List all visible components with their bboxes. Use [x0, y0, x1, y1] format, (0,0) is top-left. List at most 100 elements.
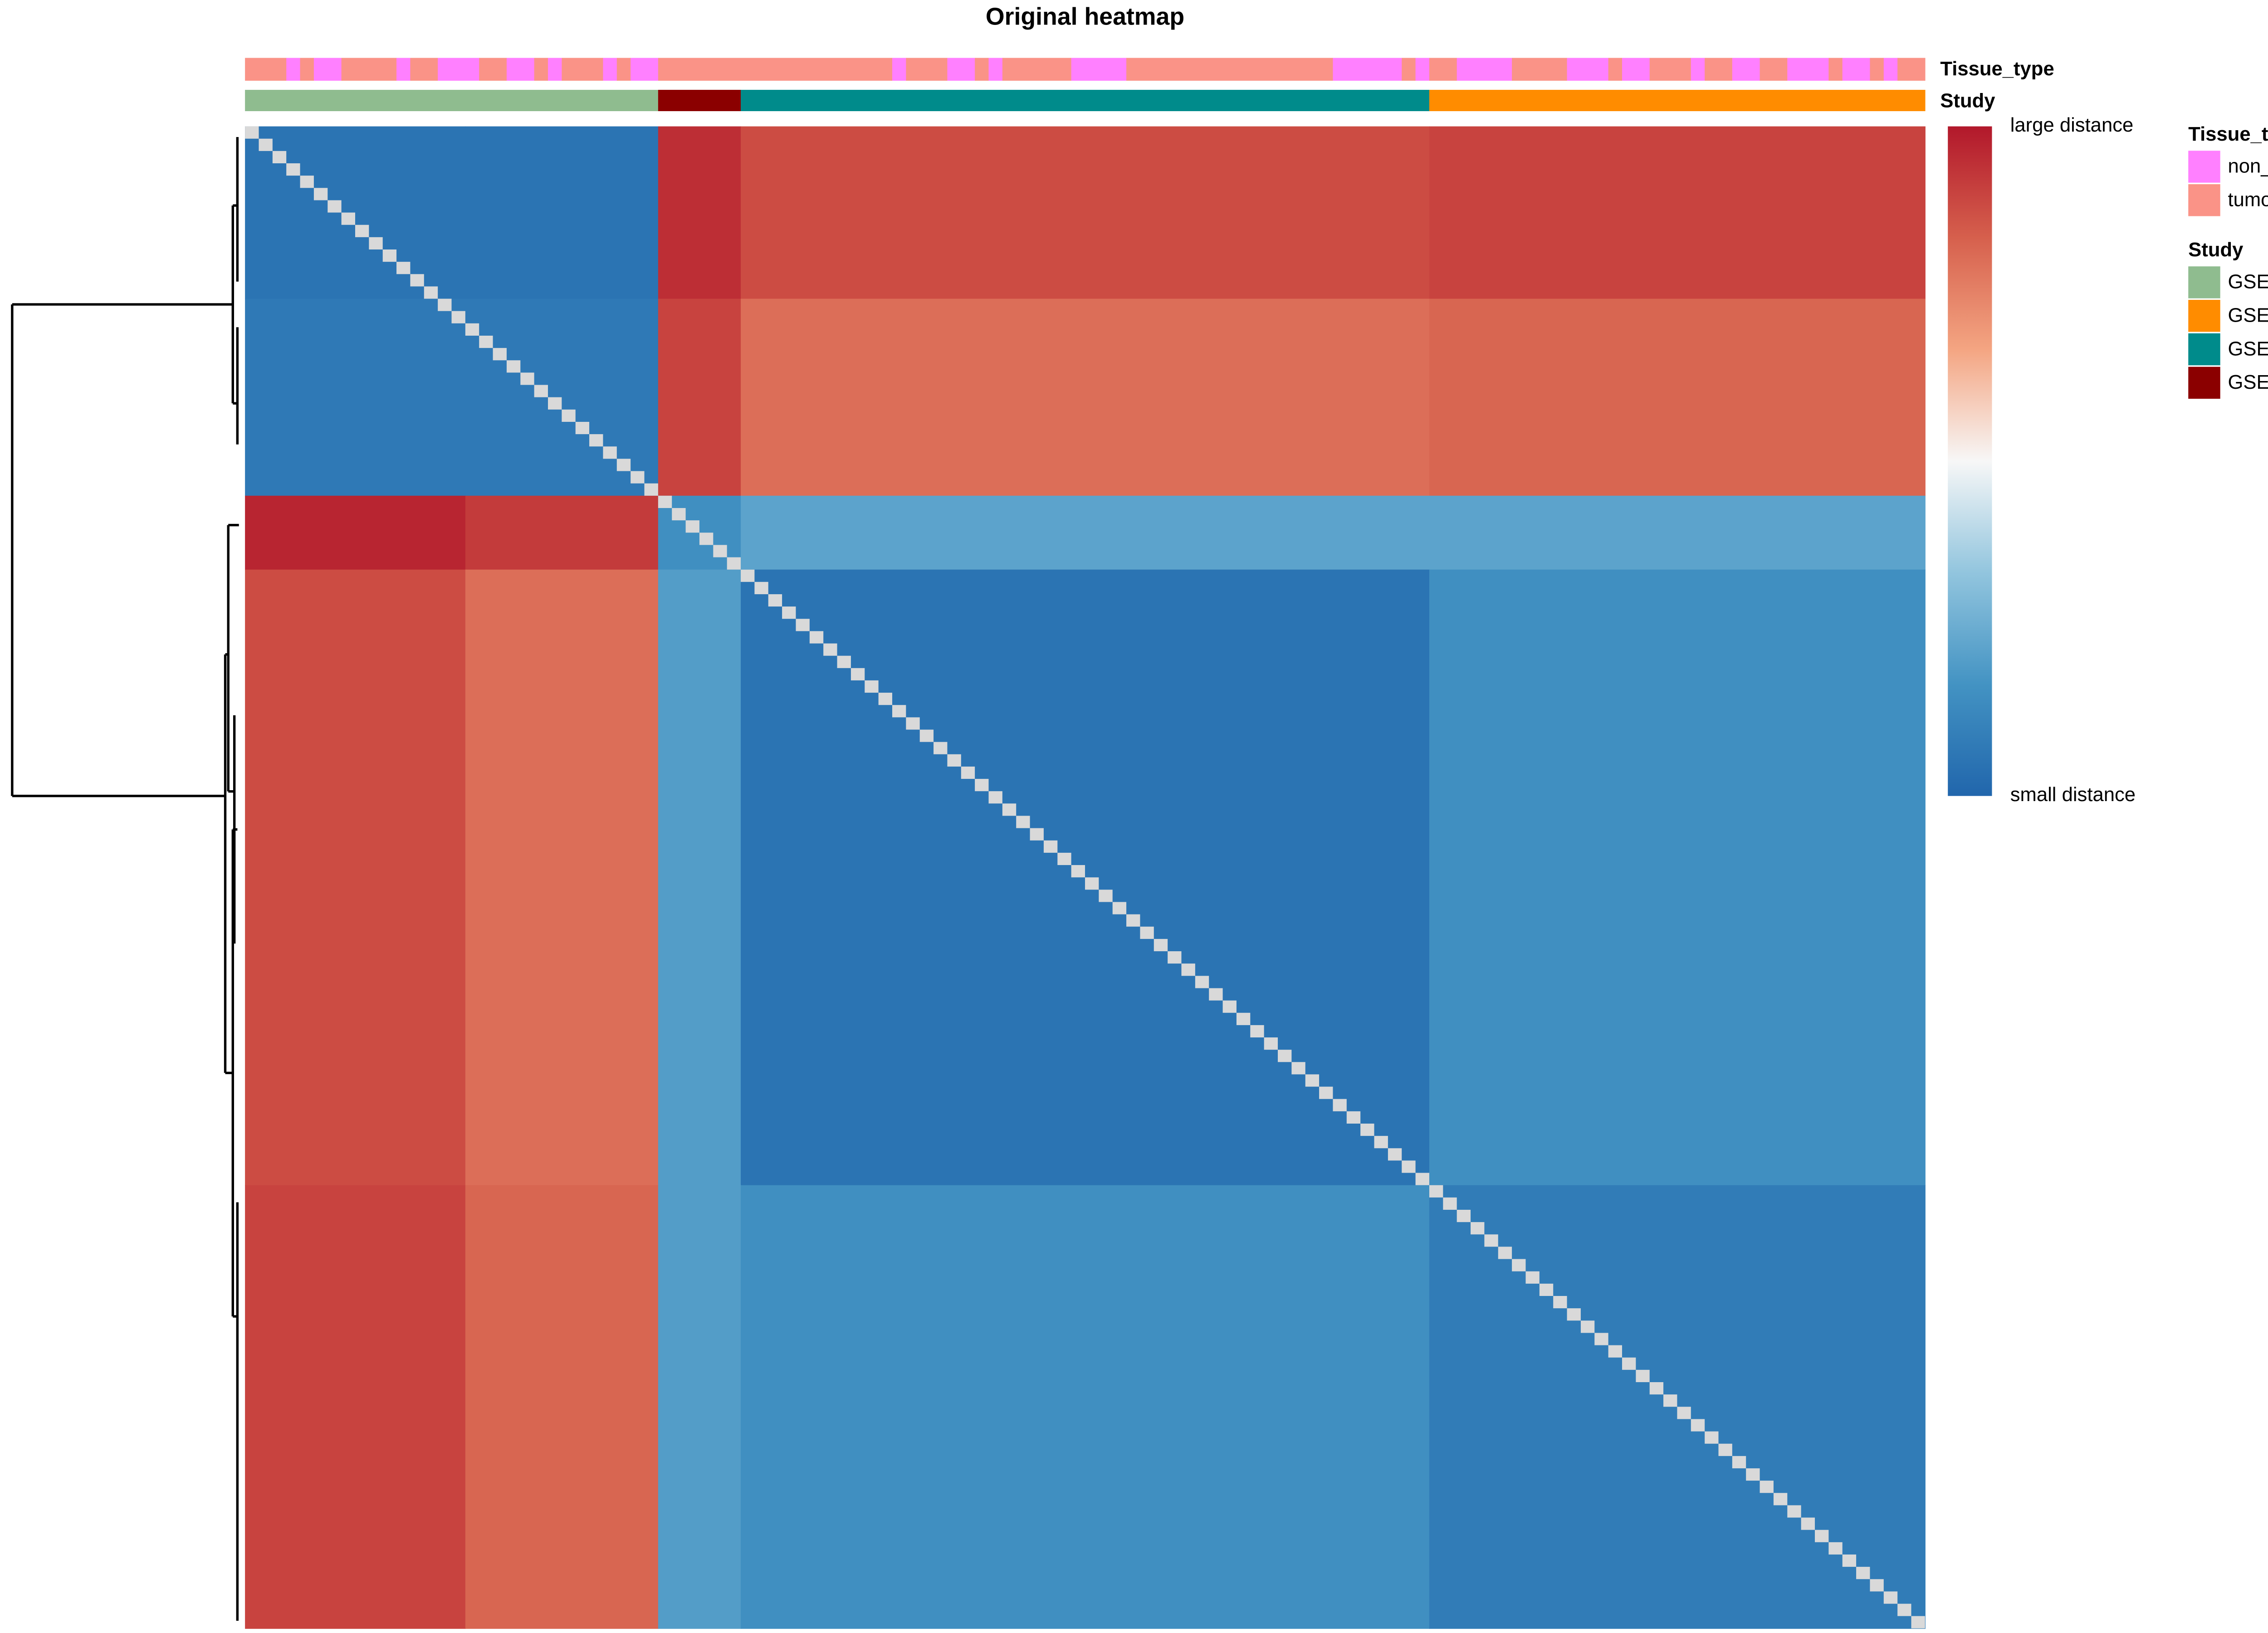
diagonal-cell	[1580, 1320, 1595, 1333]
diagonal-cell	[1112, 902, 1127, 914]
diagonal-cell	[1030, 828, 1044, 841]
diagonal-cell	[465, 323, 479, 336]
diagonal-cell	[1360, 1124, 1374, 1136]
diagonal-cell	[1016, 816, 1030, 828]
diagonal-cell	[672, 508, 686, 521]
diagonal-cell	[1525, 1271, 1540, 1284]
track-segment	[892, 58, 907, 81]
diagonal-cell	[438, 298, 452, 311]
diagonal-cell	[1126, 914, 1140, 927]
diagonal-cell	[1856, 1567, 1870, 1579]
diagonal-cell	[809, 631, 824, 644]
diagonal-cell	[1043, 840, 1058, 853]
heatmap-cell	[465, 495, 659, 570]
heatmap-cell	[245, 495, 466, 570]
legend-label: non_tumor	[2228, 156, 2268, 177]
track-segment	[1691, 58, 1705, 81]
track-segment	[1002, 58, 1072, 81]
legend-swatch	[2188, 184, 2220, 216]
track-segment	[1415, 58, 1430, 81]
diagonal-cell	[975, 779, 989, 792]
dendrogram-branch	[231, 137, 239, 445]
diagonal-cell	[713, 545, 727, 557]
heatmap-cell	[1429, 495, 1926, 570]
diagonal-cell	[1897, 1604, 1911, 1616]
diagonal-cell	[1815, 1530, 1829, 1542]
diagonal-cell	[1085, 877, 1099, 890]
diagonal-cell	[341, 212, 355, 225]
track-segment	[975, 58, 989, 81]
diagonal-cell	[1567, 1308, 1581, 1321]
track-segment	[438, 58, 479, 81]
legend-swatch	[2188, 266, 2220, 298]
diagonal-cell	[1402, 1160, 1416, 1173]
track-segment	[1622, 58, 1650, 81]
diagonal-cell	[1870, 1579, 1884, 1592]
diagonal-cell	[754, 582, 768, 594]
diagonal-cell	[1168, 951, 1182, 964]
track-segment	[1883, 58, 1898, 81]
diagonal-cell	[699, 533, 714, 545]
track-segment	[631, 58, 659, 81]
diagonal-cell	[272, 151, 287, 164]
track-segment	[658, 90, 741, 112]
track-segment	[286, 58, 301, 81]
heatmap-cell	[741, 126, 1430, 299]
legend-label: GSE18670	[2228, 372, 2268, 393]
heatmap-cell	[658, 298, 742, 496]
diagonal-cell	[369, 237, 383, 249]
track-segment	[616, 58, 631, 81]
diagonal-cell	[1471, 1222, 1485, 1235]
diagonal-cell	[1705, 1431, 1719, 1444]
diagonal-cell	[520, 372, 534, 385]
track-segment	[1649, 58, 1691, 81]
heatmap-cell	[245, 298, 466, 496]
track-segment	[1126, 58, 1334, 81]
track-segment	[1732, 58, 1760, 81]
diagonal-cell	[259, 138, 273, 151]
diagonal-cell	[1291, 1062, 1305, 1075]
diagonal-cell	[1057, 852, 1071, 865]
diagonal-cell	[1443, 1197, 1457, 1210]
diagonal-cell	[1732, 1456, 1746, 1468]
diagonal-cell	[1498, 1247, 1512, 1259]
diagonal-cell	[1718, 1443, 1732, 1456]
diagonal-cell	[1181, 963, 1195, 976]
track-segment	[1567, 58, 1609, 81]
diagonal-cell	[727, 557, 741, 570]
diagonal-cell	[1319, 1086, 1333, 1099]
diagonal-cell	[245, 126, 259, 139]
legend-label: tumor	[2228, 189, 2268, 210]
diagonal-cell	[961, 766, 975, 779]
diagonal-cell	[410, 274, 424, 287]
diagonal-cell	[988, 791, 1002, 804]
diagonal-cell	[1154, 939, 1168, 952]
diagonal-cell	[1746, 1468, 1760, 1481]
track-segment	[548, 58, 562, 81]
diagonal-cell	[865, 680, 879, 693]
dendrogram-branch	[11, 303, 233, 797]
diagonal-cell	[396, 262, 411, 274]
track-segment	[341, 58, 397, 81]
diagonal-cell	[850, 668, 865, 680]
diagonal-cell	[947, 754, 961, 767]
track-segment	[506, 58, 535, 81]
diagonal-cell	[796, 619, 810, 631]
heatmap-cell	[1429, 298, 1926, 496]
track-segment	[1512, 58, 1568, 81]
legend-title: Study	[2188, 239, 2244, 261]
legend-swatch	[2188, 333, 2220, 366]
diagonal-cell	[1278, 1050, 1292, 1062]
track-segment	[1705, 58, 1733, 81]
legend-swatch	[2188, 300, 2220, 332]
diagonal-cell	[1649, 1382, 1664, 1395]
track-segment	[1402, 58, 1416, 81]
diagonal-cell	[1415, 1173, 1429, 1185]
diagonal-cell	[300, 176, 314, 188]
colorbar-label: small distance	[2010, 784, 2136, 806]
diagonal-cell	[1608, 1345, 1622, 1358]
diagonal-cell	[1195, 976, 1209, 988]
track-segment	[300, 58, 314, 81]
diagonal-cell	[837, 655, 851, 668]
diagonal-cell	[1636, 1369, 1650, 1382]
